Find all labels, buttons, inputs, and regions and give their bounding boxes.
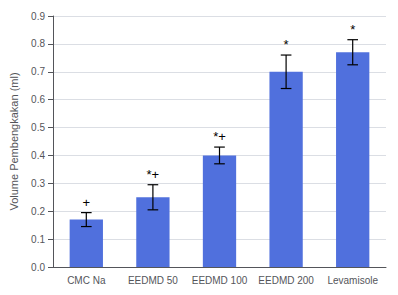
svg-text:EEDMD 50: EEDMD 50	[128, 275, 178, 286]
svg-text:0.0: 0.0	[31, 262, 45, 273]
svg-text:0.2: 0.2	[31, 206, 45, 217]
svg-text:CMC Na: CMC Na	[67, 275, 106, 286]
svg-text:0.8: 0.8	[31, 38, 45, 49]
svg-text:EEDMD 100: EEDMD 100	[192, 275, 248, 286]
svg-text:+: +	[83, 195, 91, 210]
svg-text:0.4: 0.4	[31, 150, 45, 161]
svg-text:EEDMD 200: EEDMD 200	[258, 275, 314, 286]
svg-text:0.1: 0.1	[31, 234, 45, 245]
svg-text:0.5: 0.5	[31, 122, 45, 133]
svg-text:*: *	[284, 37, 289, 52]
svg-text:0.6: 0.6	[31, 94, 45, 105]
svg-text:Volume Pembengkakan (ml): Volume Pembengkakan (ml)	[8, 72, 20, 210]
svg-text:*+: *+	[147, 167, 160, 182]
svg-text:*: *	[350, 22, 355, 37]
svg-text:0.9: 0.9	[31, 11, 45, 22]
svg-text:Levamisole: Levamisole	[327, 275, 378, 286]
svg-text:*+: *+	[213, 129, 226, 144]
svg-text:0.7: 0.7	[31, 66, 45, 77]
svg-text:0.3: 0.3	[31, 178, 45, 189]
